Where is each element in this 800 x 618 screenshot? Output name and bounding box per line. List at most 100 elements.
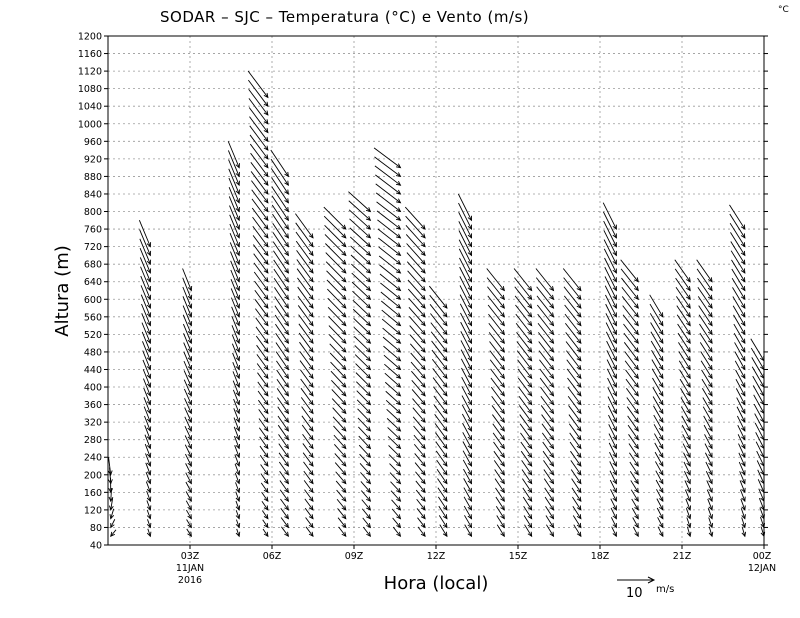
wind-barb-shaft xyxy=(758,497,765,511)
wind-barb-head xyxy=(365,373,372,379)
reference-unit: m/s xyxy=(656,584,674,595)
wind-barb-shaft xyxy=(702,397,713,414)
wind-barb-head xyxy=(686,522,692,529)
wind-barb-head xyxy=(341,452,347,459)
wind-barb-head xyxy=(576,479,582,485)
wind-barb-head xyxy=(308,294,314,301)
wind-barb-head xyxy=(612,514,617,520)
wind-barb-head xyxy=(284,408,289,415)
wind-barb-shaft xyxy=(753,403,765,423)
wind-barb-shaft xyxy=(147,528,151,537)
wind-barb-shaft xyxy=(183,379,192,396)
wind-barb-head xyxy=(549,303,555,309)
wind-barb-shaft xyxy=(752,385,765,405)
wind-barb-shaft xyxy=(277,397,289,414)
wind-barb-head xyxy=(420,224,426,230)
wind-barb-head xyxy=(707,312,713,318)
wind-barb-shaft xyxy=(754,413,765,432)
wind-barb-head xyxy=(740,321,746,327)
wind-barb-shaft xyxy=(413,434,426,449)
wind-barb-head xyxy=(549,408,555,415)
wind-barb-shaft xyxy=(493,450,505,467)
wind-barb-head xyxy=(284,443,289,450)
wind-barb-head xyxy=(146,329,152,336)
wind-barb-head xyxy=(146,277,152,283)
wind-barb-shaft xyxy=(329,352,347,370)
wind-barb-head xyxy=(467,215,472,222)
wind-barb-shaft xyxy=(279,470,289,484)
wind-barb-shaft xyxy=(732,287,746,309)
wind-barb-head xyxy=(527,391,533,397)
wind-barb-shaft xyxy=(707,498,713,511)
wind-barb-head xyxy=(284,189,289,195)
wind-barb-head xyxy=(146,487,152,494)
wind-barb-head xyxy=(658,522,664,529)
wind-barb-shaft xyxy=(302,452,314,467)
wind-barb-head xyxy=(442,417,448,423)
wind-barb-shaft xyxy=(260,482,269,493)
wind-barb-shaft xyxy=(352,290,371,309)
wind-barb-head xyxy=(467,391,473,397)
wind-barb-head xyxy=(187,522,192,529)
wind-barb-head xyxy=(634,443,639,450)
wind-barb-shaft xyxy=(737,434,746,449)
wind-barb-head xyxy=(527,321,533,327)
wind-barb-shaft xyxy=(605,294,617,318)
wind-barb-shaft xyxy=(257,381,269,397)
wind-barb-shaft xyxy=(536,286,554,309)
wind-barb-shaft xyxy=(459,285,472,309)
wind-barb-shaft xyxy=(186,519,192,528)
wind-barb-shaft xyxy=(362,517,371,528)
wind-barb-head xyxy=(396,444,402,450)
wind-barb-head xyxy=(527,338,533,344)
wind-barb-shaft xyxy=(564,322,582,344)
wind-barb-head xyxy=(263,382,269,388)
wind-barb-head xyxy=(420,356,426,362)
wind-barb-shaft xyxy=(523,515,533,528)
wind-barb-head xyxy=(740,277,746,283)
wind-barb-head xyxy=(308,408,314,415)
wind-barb-shaft xyxy=(384,372,401,388)
wind-barb-shaft xyxy=(731,268,746,291)
wind-barb-head xyxy=(740,408,746,415)
wind-barb-shaft xyxy=(680,406,691,423)
wind-barb-head xyxy=(341,487,347,494)
wind-barb-shaft xyxy=(278,443,289,458)
wind-barb-head xyxy=(284,522,290,529)
y-tick-label: 920 xyxy=(84,154,102,165)
wind-barb-shaft xyxy=(460,321,472,344)
wind-barb-head xyxy=(549,294,555,301)
wind-barb-shaft xyxy=(230,297,240,317)
wind-barb-head xyxy=(420,286,426,292)
wind-barb-shaft xyxy=(491,396,505,414)
wind-barb-head xyxy=(284,198,289,204)
wind-barb-head xyxy=(442,347,448,353)
wind-barb-head xyxy=(395,163,402,169)
wind-barb-shaft xyxy=(407,288,426,309)
wind-barb-shaft xyxy=(608,424,617,440)
wind-barb-shaft xyxy=(631,498,639,511)
wind-barb-shaft xyxy=(707,508,713,519)
wind-barb-head xyxy=(263,496,269,502)
wind-barb-shaft xyxy=(651,368,664,388)
wind-barb-shaft xyxy=(184,398,192,414)
wind-barb-shaft xyxy=(654,442,664,458)
wind-barb-head xyxy=(549,426,555,432)
wind-barb-shaft xyxy=(235,482,240,493)
wind-barb-head xyxy=(686,321,691,327)
wind-barb-head xyxy=(187,338,193,345)
wind-barb-shaft xyxy=(603,230,617,256)
wind-barb-head xyxy=(365,303,372,309)
wind-barb-shaft xyxy=(458,211,472,239)
wind-barb-head xyxy=(467,250,472,257)
wind-barb-head xyxy=(708,426,713,432)
wind-barb-head xyxy=(263,356,269,362)
wind-barb-head xyxy=(576,522,582,529)
wind-barb-shaft xyxy=(461,376,472,397)
wind-barb-shaft xyxy=(757,479,765,493)
wind-barb-head xyxy=(740,224,746,230)
y-tick-label: 400 xyxy=(84,383,102,394)
wind-barb-head xyxy=(235,277,240,283)
wind-barb-head xyxy=(146,303,152,310)
wind-barb-head xyxy=(500,382,505,388)
